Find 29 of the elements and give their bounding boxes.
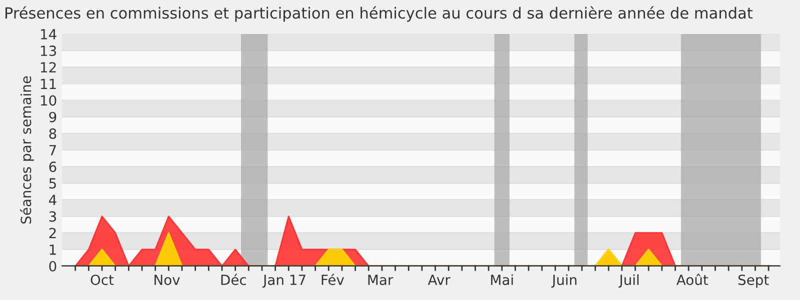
x-tick-label: Mar [368, 274, 394, 286]
y-tick-label: 3 [49, 211, 56, 222]
y-tick-label: 6 [49, 162, 56, 172]
y-tick-label: 0 [49, 260, 56, 272]
y-tick-label: 4 [48, 194, 56, 205]
x-tick-label: Jan 17 [262, 274, 306, 288]
x-tick-label: Juin [551, 274, 576, 288]
y-tick-label: 2 [49, 228, 56, 238]
y-tick-label: 11 [40, 78, 56, 89]
chart-title: Présences en commissions et participation en hémicycle au cours d sa dernière année de mandat [6, 6, 753, 22]
y-tick-label: 8 [49, 128, 56, 139]
x-tick-label: Oct [90, 274, 114, 286]
y-tick-label: 12 [40, 62, 56, 72]
y-tick-label: 1 [50, 244, 56, 255]
y-tick-label: 10 [40, 95, 56, 106]
x-tick-label: Août [676, 274, 708, 286]
x-tick-label: Fév [322, 274, 344, 286]
x-tick-label: Déc [221, 274, 246, 286]
y-tick-label: 9 [49, 112, 56, 122]
y-tick-label: 7 [49, 145, 56, 156]
y-tick-label: 5 [49, 178, 56, 189]
x-tick-label: Sept [738, 274, 769, 288]
x-tick-label: Juil [618, 274, 639, 288]
x-tick-label: Avr [428, 274, 450, 285]
y-tick-label: 14 [40, 29, 56, 40]
x-tick-label: Mai [491, 274, 513, 286]
y-axis-title: Séances par semaine [20, 76, 34, 224]
y-tick-label: 13 [40, 46, 56, 56]
x-tick-label: Nov [154, 274, 180, 286]
